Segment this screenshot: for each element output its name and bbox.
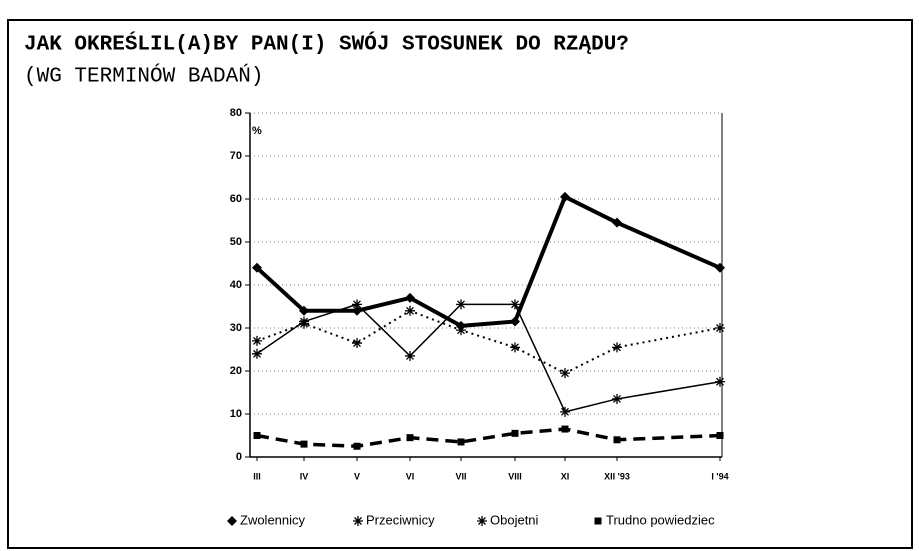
y-tick-label: 0 xyxy=(236,451,242,463)
point xyxy=(352,299,362,310)
point xyxy=(510,316,520,327)
point xyxy=(511,429,519,437)
point xyxy=(613,436,621,444)
point xyxy=(561,425,569,433)
x-tick-label: I '94 xyxy=(711,471,728,481)
legend-label: Zwolennicy xyxy=(240,512,306,527)
x-tick-label: V xyxy=(354,471,360,481)
y-tick-label: 10 xyxy=(230,408,242,420)
point xyxy=(352,338,362,349)
point xyxy=(352,305,362,316)
point xyxy=(353,442,361,450)
legend-marker xyxy=(353,516,363,526)
x-tick-label: XII '93 xyxy=(604,471,630,481)
chart-title: JAK OKREŚLIL(A)BY PAN(I) SWÓJ STOSUNEK D… xyxy=(24,33,629,57)
point xyxy=(715,262,725,273)
point xyxy=(252,262,262,273)
point xyxy=(612,342,622,353)
legend-marker xyxy=(594,517,602,525)
point xyxy=(560,191,570,202)
point xyxy=(510,342,520,353)
point xyxy=(300,440,308,448)
legend-marker xyxy=(227,516,237,526)
series-line xyxy=(256,427,721,448)
point xyxy=(406,434,414,442)
y-tick-label: 80 xyxy=(230,107,242,119)
point xyxy=(716,432,724,439)
y-tick-label: 70 xyxy=(230,150,242,162)
frame xyxy=(7,19,913,549)
point xyxy=(253,432,261,439)
point xyxy=(252,348,262,359)
series-line xyxy=(256,309,721,375)
legend-label: Przeciwnicy xyxy=(366,512,435,527)
point xyxy=(510,299,520,310)
y-tick-label: 20 xyxy=(230,365,242,377)
y-tick-label: 30 xyxy=(230,322,242,334)
y-axis-label: % xyxy=(252,125,262,137)
point xyxy=(612,217,622,228)
y-tick-label: 40 xyxy=(230,279,242,291)
point xyxy=(299,305,309,316)
point xyxy=(456,299,466,310)
point xyxy=(405,305,415,316)
y-tick-label: 50 xyxy=(230,236,242,248)
point xyxy=(457,438,465,446)
point xyxy=(252,335,262,346)
x-tick-label: VIII xyxy=(508,471,522,481)
point xyxy=(560,368,570,379)
legend-label: Obojetni xyxy=(490,512,539,527)
legend-marker xyxy=(477,516,487,526)
point xyxy=(612,393,622,404)
x-tick-label: IV xyxy=(300,471,309,481)
x-tick-label: VI xyxy=(406,471,415,481)
point xyxy=(405,292,415,303)
point xyxy=(560,406,570,417)
series-line xyxy=(256,303,721,413)
point xyxy=(456,325,466,336)
x-tick-label: XI xyxy=(561,471,570,481)
x-tick-label: VII xyxy=(455,471,466,481)
point xyxy=(299,318,309,329)
point xyxy=(715,376,725,387)
series-line xyxy=(255,194,721,328)
y-tick-label: 60 xyxy=(230,193,242,205)
chart-subtitle: (WG TERMINÓW BADAŃ) xyxy=(24,65,263,89)
point xyxy=(715,323,725,333)
point xyxy=(405,350,415,361)
x-tick-label: III xyxy=(253,471,261,481)
legend-label: Trudno powiedziec xyxy=(606,512,715,527)
